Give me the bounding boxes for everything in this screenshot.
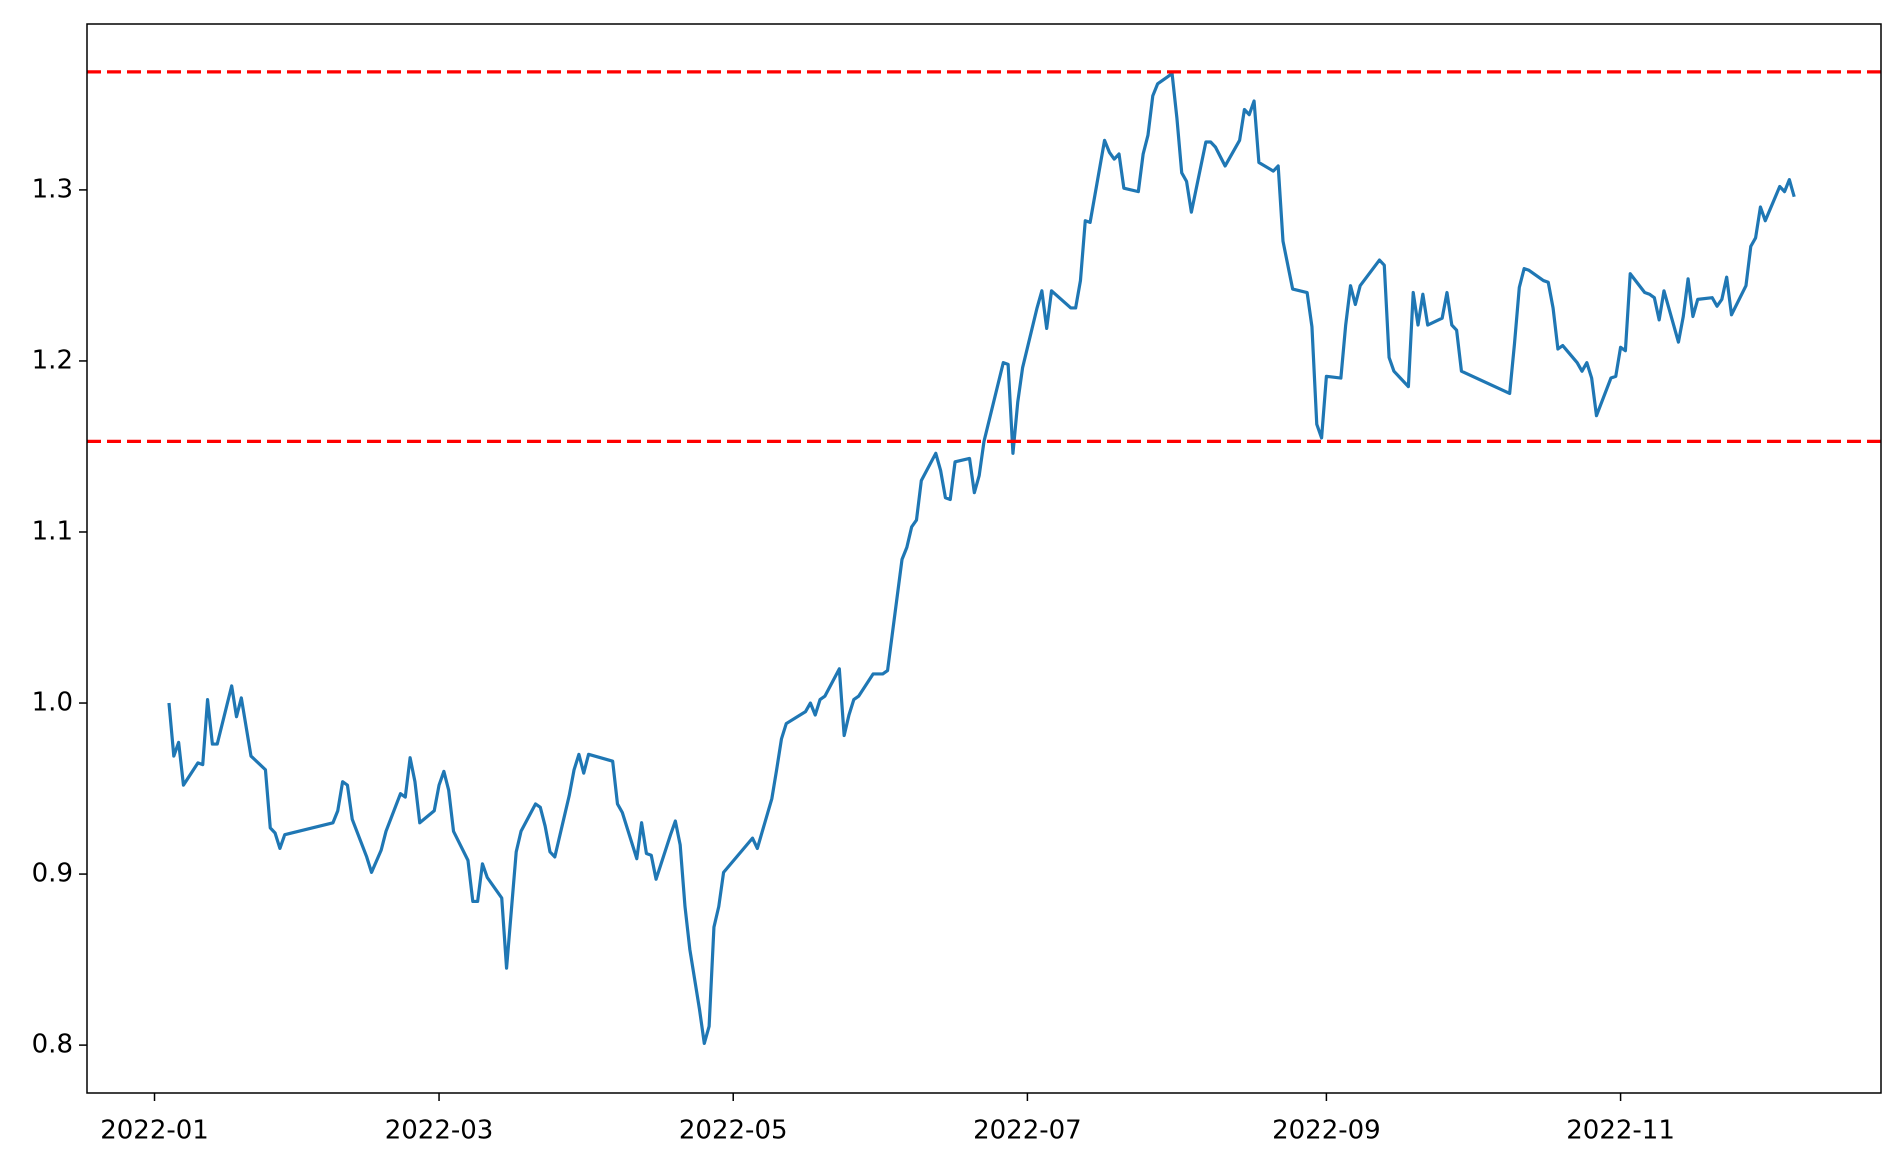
y-tick-label: 1.0 [32, 688, 73, 718]
y-tick-label: 0.8 [32, 1030, 73, 1060]
y-tick-label: 0.9 [32, 859, 73, 889]
plot-frame [86, 23, 1882, 1094]
x-tick-label: 2022-07 [973, 1116, 1082, 1146]
y-tick-label: 1.1 [32, 516, 73, 546]
x-tick-label: 2022-01 [100, 1116, 209, 1146]
x-tick-label: 2022-09 [1272, 1116, 1381, 1146]
y-tick-label: 1.3 [32, 174, 73, 204]
x-tick-label: 2022-05 [679, 1116, 788, 1146]
y-tick-label: 1.2 [32, 345, 73, 375]
data-line [167, 72, 1796, 1045]
x-tick-label: 2022-03 [385, 1116, 494, 1146]
x-tick-label: 2022-11 [1566, 1116, 1675, 1146]
